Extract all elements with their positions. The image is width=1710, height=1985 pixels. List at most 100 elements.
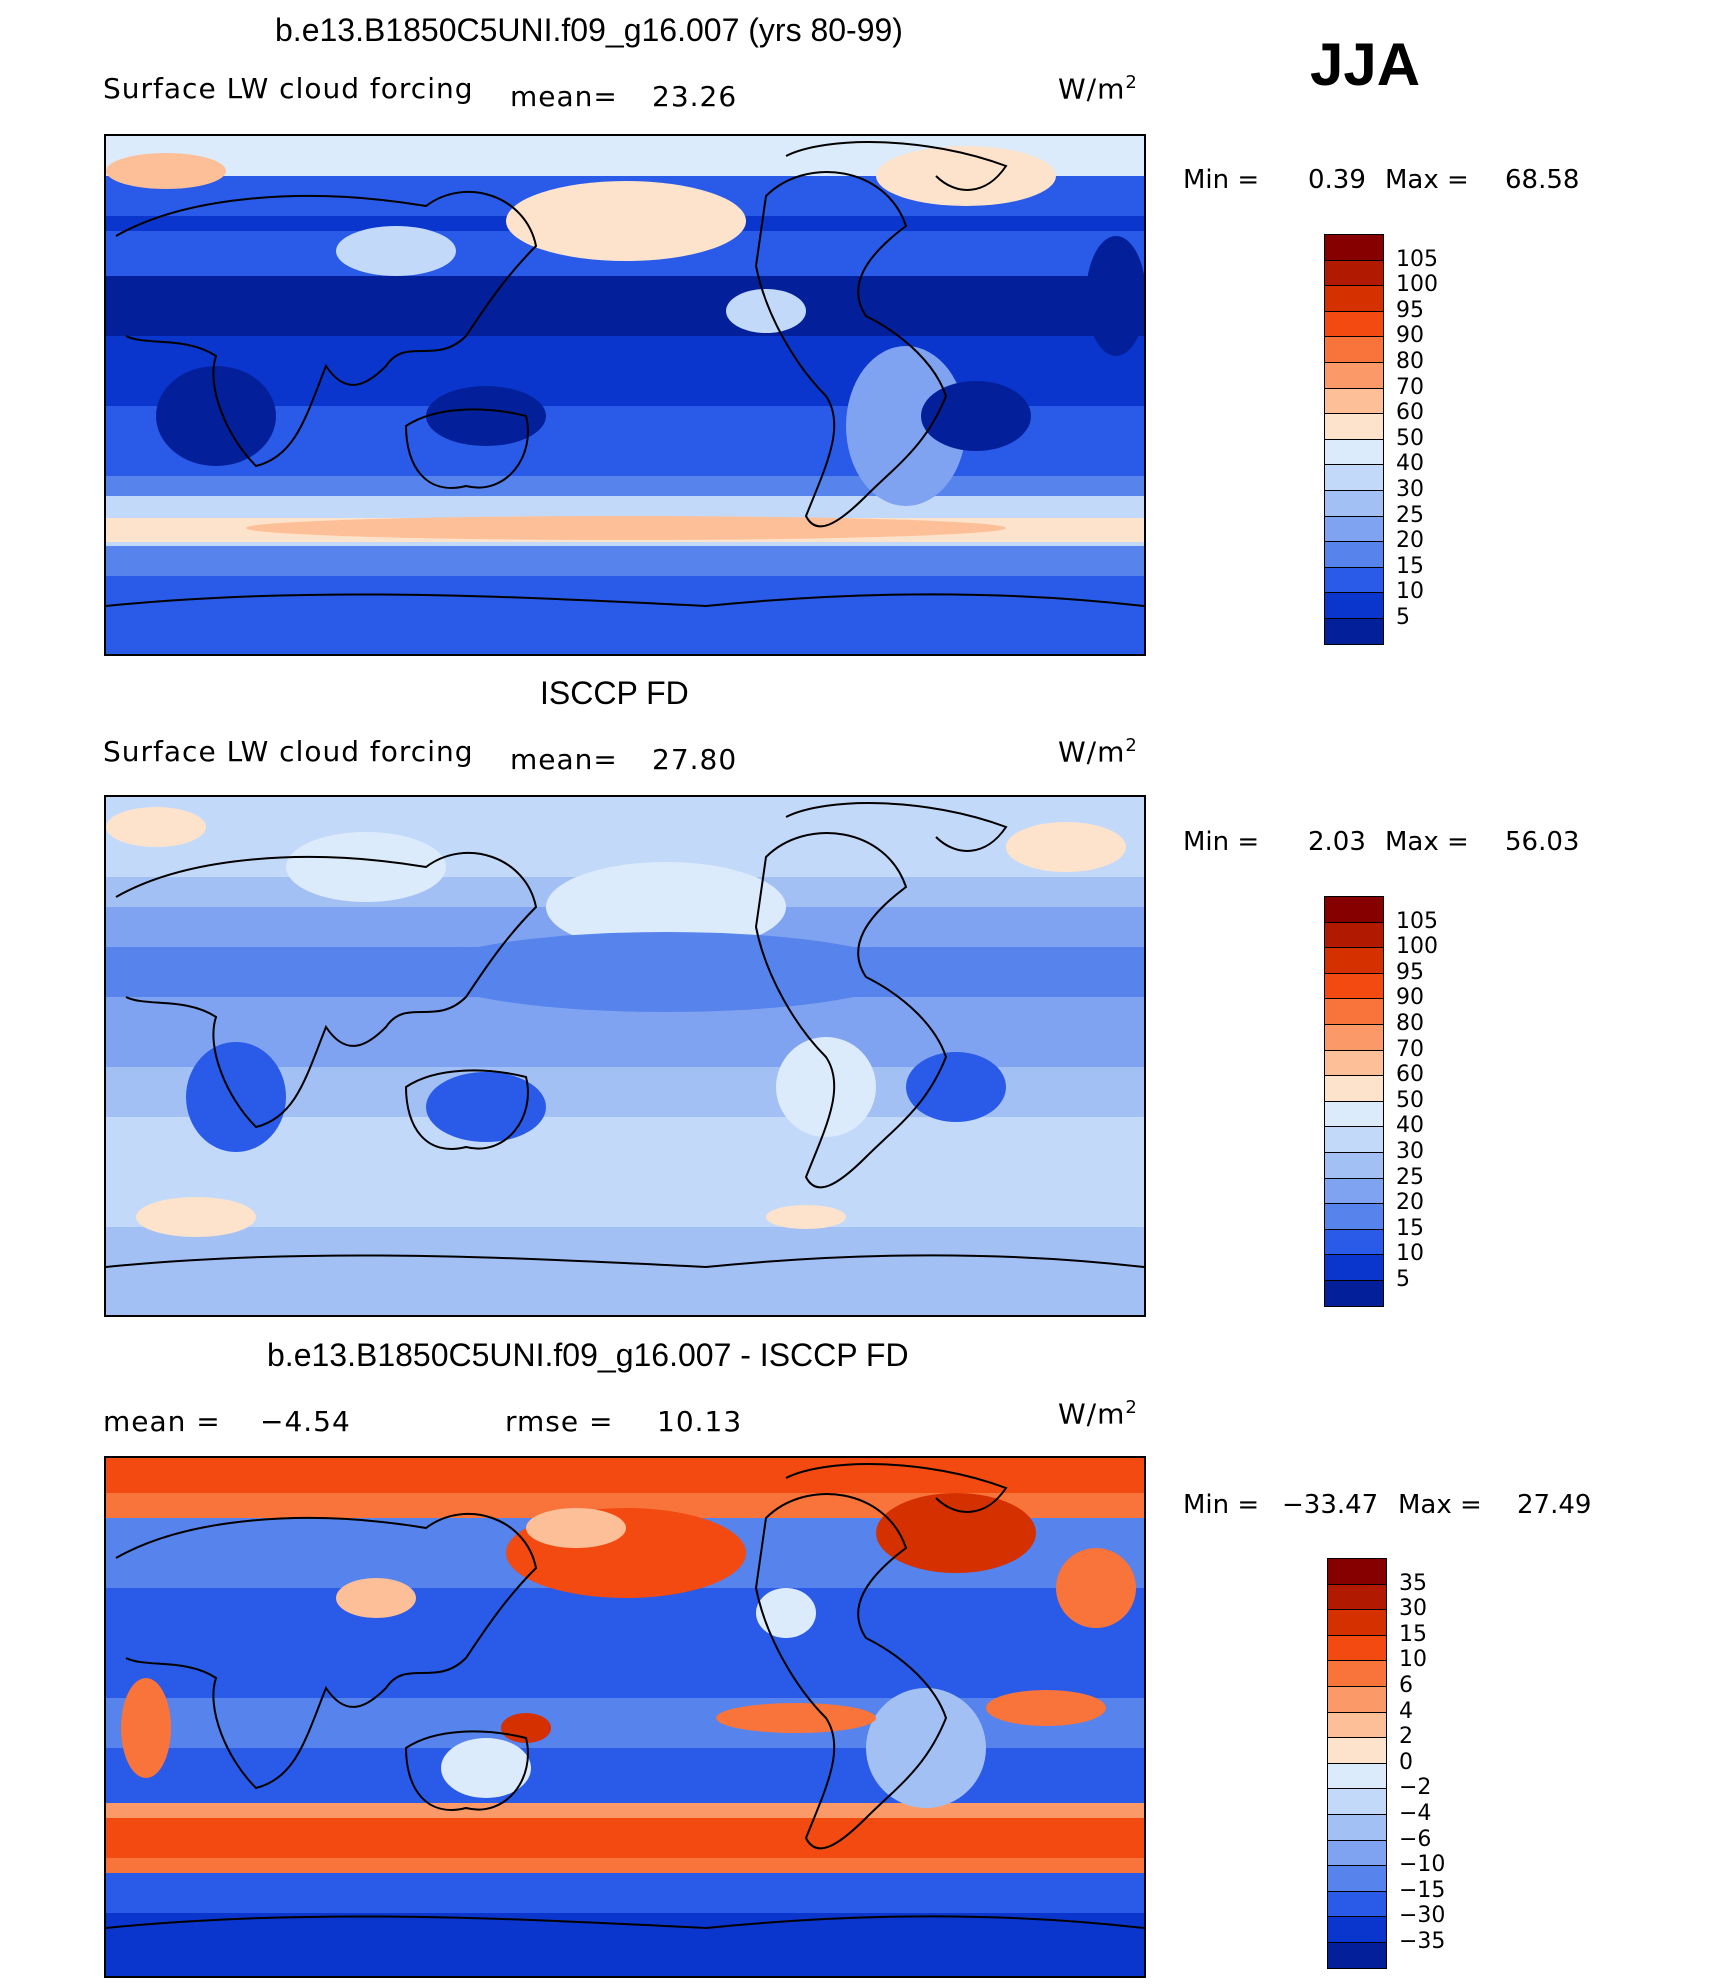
panel-3-max-label: Max = [1398,1490,1482,1520]
colorbar-tick-label: 15 [1396,1215,1424,1241]
colorbar-tick-label: 95 [1396,959,1424,985]
panel-2-mean-value: 27.80 [652,743,738,776]
colorbar-tick-label: 80 [1396,1011,1424,1036]
panel-2-max-label: Max = [1385,827,1469,857]
colorbar-tick-label: 30 [1399,1596,1427,1622]
colorbar-tick-label: 100 [1396,934,1438,960]
panel-1-mean-label: mean= [510,80,618,113]
colorbar-tick-label: 70 [1396,1036,1424,1062]
panel-3-title: b.e13.B1850C5UNI.f09_g16.007 - ISCCP FD [267,1337,909,1373]
colorbar-swatch [1324,336,1384,363]
panel-1-map [104,134,1146,656]
colorbar-swatch [1324,490,1384,517]
colorbar-swatch [1327,1762,1387,1790]
colorbar-tick-label: 95 [1396,297,1424,323]
colorbar-swatch [1324,921,1384,949]
panel-1-max-value: 68.58 [1505,165,1580,195]
colorbar-swatch [1324,1024,1384,1051]
colorbar-swatch [1324,618,1384,645]
season-label: JJA [1310,31,1421,98]
colorbar-tick-label: 2 [1399,1724,1413,1750]
colorbar-swatch [1324,310,1384,338]
panel-3-map-field [106,1458,1144,1976]
colorbar-swatch [1327,1711,1387,1739]
panel-1-min-label: Min = [1183,165,1260,195]
colorbar-swatch [1327,1890,1387,1918]
colorbar-tick-label: 105 [1396,908,1438,934]
panel-1-max-label: Max = [1385,165,1469,195]
panel-3-units: W/m2 [1058,1397,1138,1431]
colorbar-tick-label: 35 [1399,1570,1427,1596]
colorbar-swatch [1324,1280,1384,1307]
colorbar-tick-label: 40 [1396,1113,1424,1139]
panel-2-map-field [106,797,1144,1315]
panel-1-units: W/m2 [1058,72,1138,106]
panel-1-map-field [106,136,1144,654]
colorbar-swatch [1324,1152,1384,1179]
colorbar-tick-label: −30 [1399,1903,1446,1929]
colorbar-tick-label: 15 [1399,1621,1427,1647]
colorbar-swatch [1327,1686,1387,1713]
colorbar-swatch [1324,438,1384,466]
panel-2-min-value: 2.03 [1308,827,1366,857]
panel-1-variable-label: Surface LW cloud forcing [103,72,474,105]
colorbar-swatch [1324,1075,1384,1102]
colorbar-tick-label: 105 [1396,246,1438,272]
panel-2-max-value: 56.03 [1505,827,1580,857]
panel-1-mean-value: 23.26 [652,80,738,113]
colorbar-swatch [1327,1737,1387,1764]
colorbar-swatch [1327,1942,1387,1969]
panel-3-max-value: 27.49 [1517,1490,1592,1520]
colorbar-swatch [1324,566,1384,594]
colorbar-tick-label: 40 [1396,451,1424,477]
colorbar-tick-label: 6 [1399,1673,1413,1698]
colorbar-tick-label: 4 [1399,1698,1413,1724]
colorbar-tick-label: 50 [1396,425,1424,451]
colorbar-swatch [1324,515,1384,543]
panel-3-mean-value: −4.54 [260,1405,351,1438]
colorbar-swatch [1324,1254,1384,1281]
colorbar-swatch [1324,362,1384,389]
colorbar-swatch [1327,1865,1387,1892]
colorbar-swatch [1324,896,1384,923]
panel-3-mean-label: mean = [103,1405,221,1438]
colorbar-swatch [1324,592,1384,619]
panel-2-min-label: Min = [1183,827,1260,857]
colorbar-tick-label: 80 [1396,349,1424,374]
colorbar-swatch [1324,464,1384,491]
panel-3-min-value: −33.47 [1282,1490,1379,1520]
colorbar-tick-label: 70 [1396,374,1424,400]
colorbar-swatch [1324,1203,1384,1230]
colorbar-tick-label: −10 [1399,1852,1446,1878]
colorbar-tick-label: −4 [1399,1801,1432,1826]
colorbar-tick-label: −6 [1399,1826,1432,1852]
colorbar-tick-label: 90 [1396,323,1424,349]
panel-2-title: ISCCP FD [540,675,689,711]
panel-2-mean-label: mean= [510,743,618,776]
colorbar-swatch [1327,1609,1387,1636]
colorbar-tick-label: 50 [1396,1087,1424,1113]
colorbar-swatch [1324,234,1384,261]
panel-1-title: b.e13.B1850C5UNI.f09_g16.007 (yrs 80-99) [275,12,903,48]
colorbar-tick-label: 10 [1399,1647,1427,1673]
colorbar-swatch [1324,998,1384,1025]
colorbar-tick-label: 10 [1396,579,1424,605]
colorbar-tick-label: 0 [1399,1749,1413,1775]
colorbar-tick-label: 10 [1396,1241,1424,1267]
colorbar-tick-label: 15 [1396,553,1424,579]
colorbar-tick-label: 100 [1396,272,1438,298]
colorbar-swatch [1327,1583,1387,1611]
colorbar-tick-label: 90 [1396,985,1424,1011]
colorbar-tick-label: 5 [1396,605,1410,630]
colorbar-swatch [1327,1788,1387,1815]
colorbar-tick-label: 60 [1396,400,1424,426]
colorbar-tick-label: −2 [1399,1775,1432,1801]
colorbar-tick-label: 30 [1396,1139,1424,1164]
panel-3-rmse-label: rmse = [505,1405,614,1438]
colorbar-swatch [1324,259,1384,287]
colorbar-swatch [1327,1634,1387,1662]
colorbar-tick-label: 30 [1396,477,1424,502]
colorbar-tick-label: −35 [1399,1929,1446,1954]
colorbar-tick-label: 60 [1396,1062,1424,1088]
colorbar-tick-label: −15 [1399,1877,1446,1903]
